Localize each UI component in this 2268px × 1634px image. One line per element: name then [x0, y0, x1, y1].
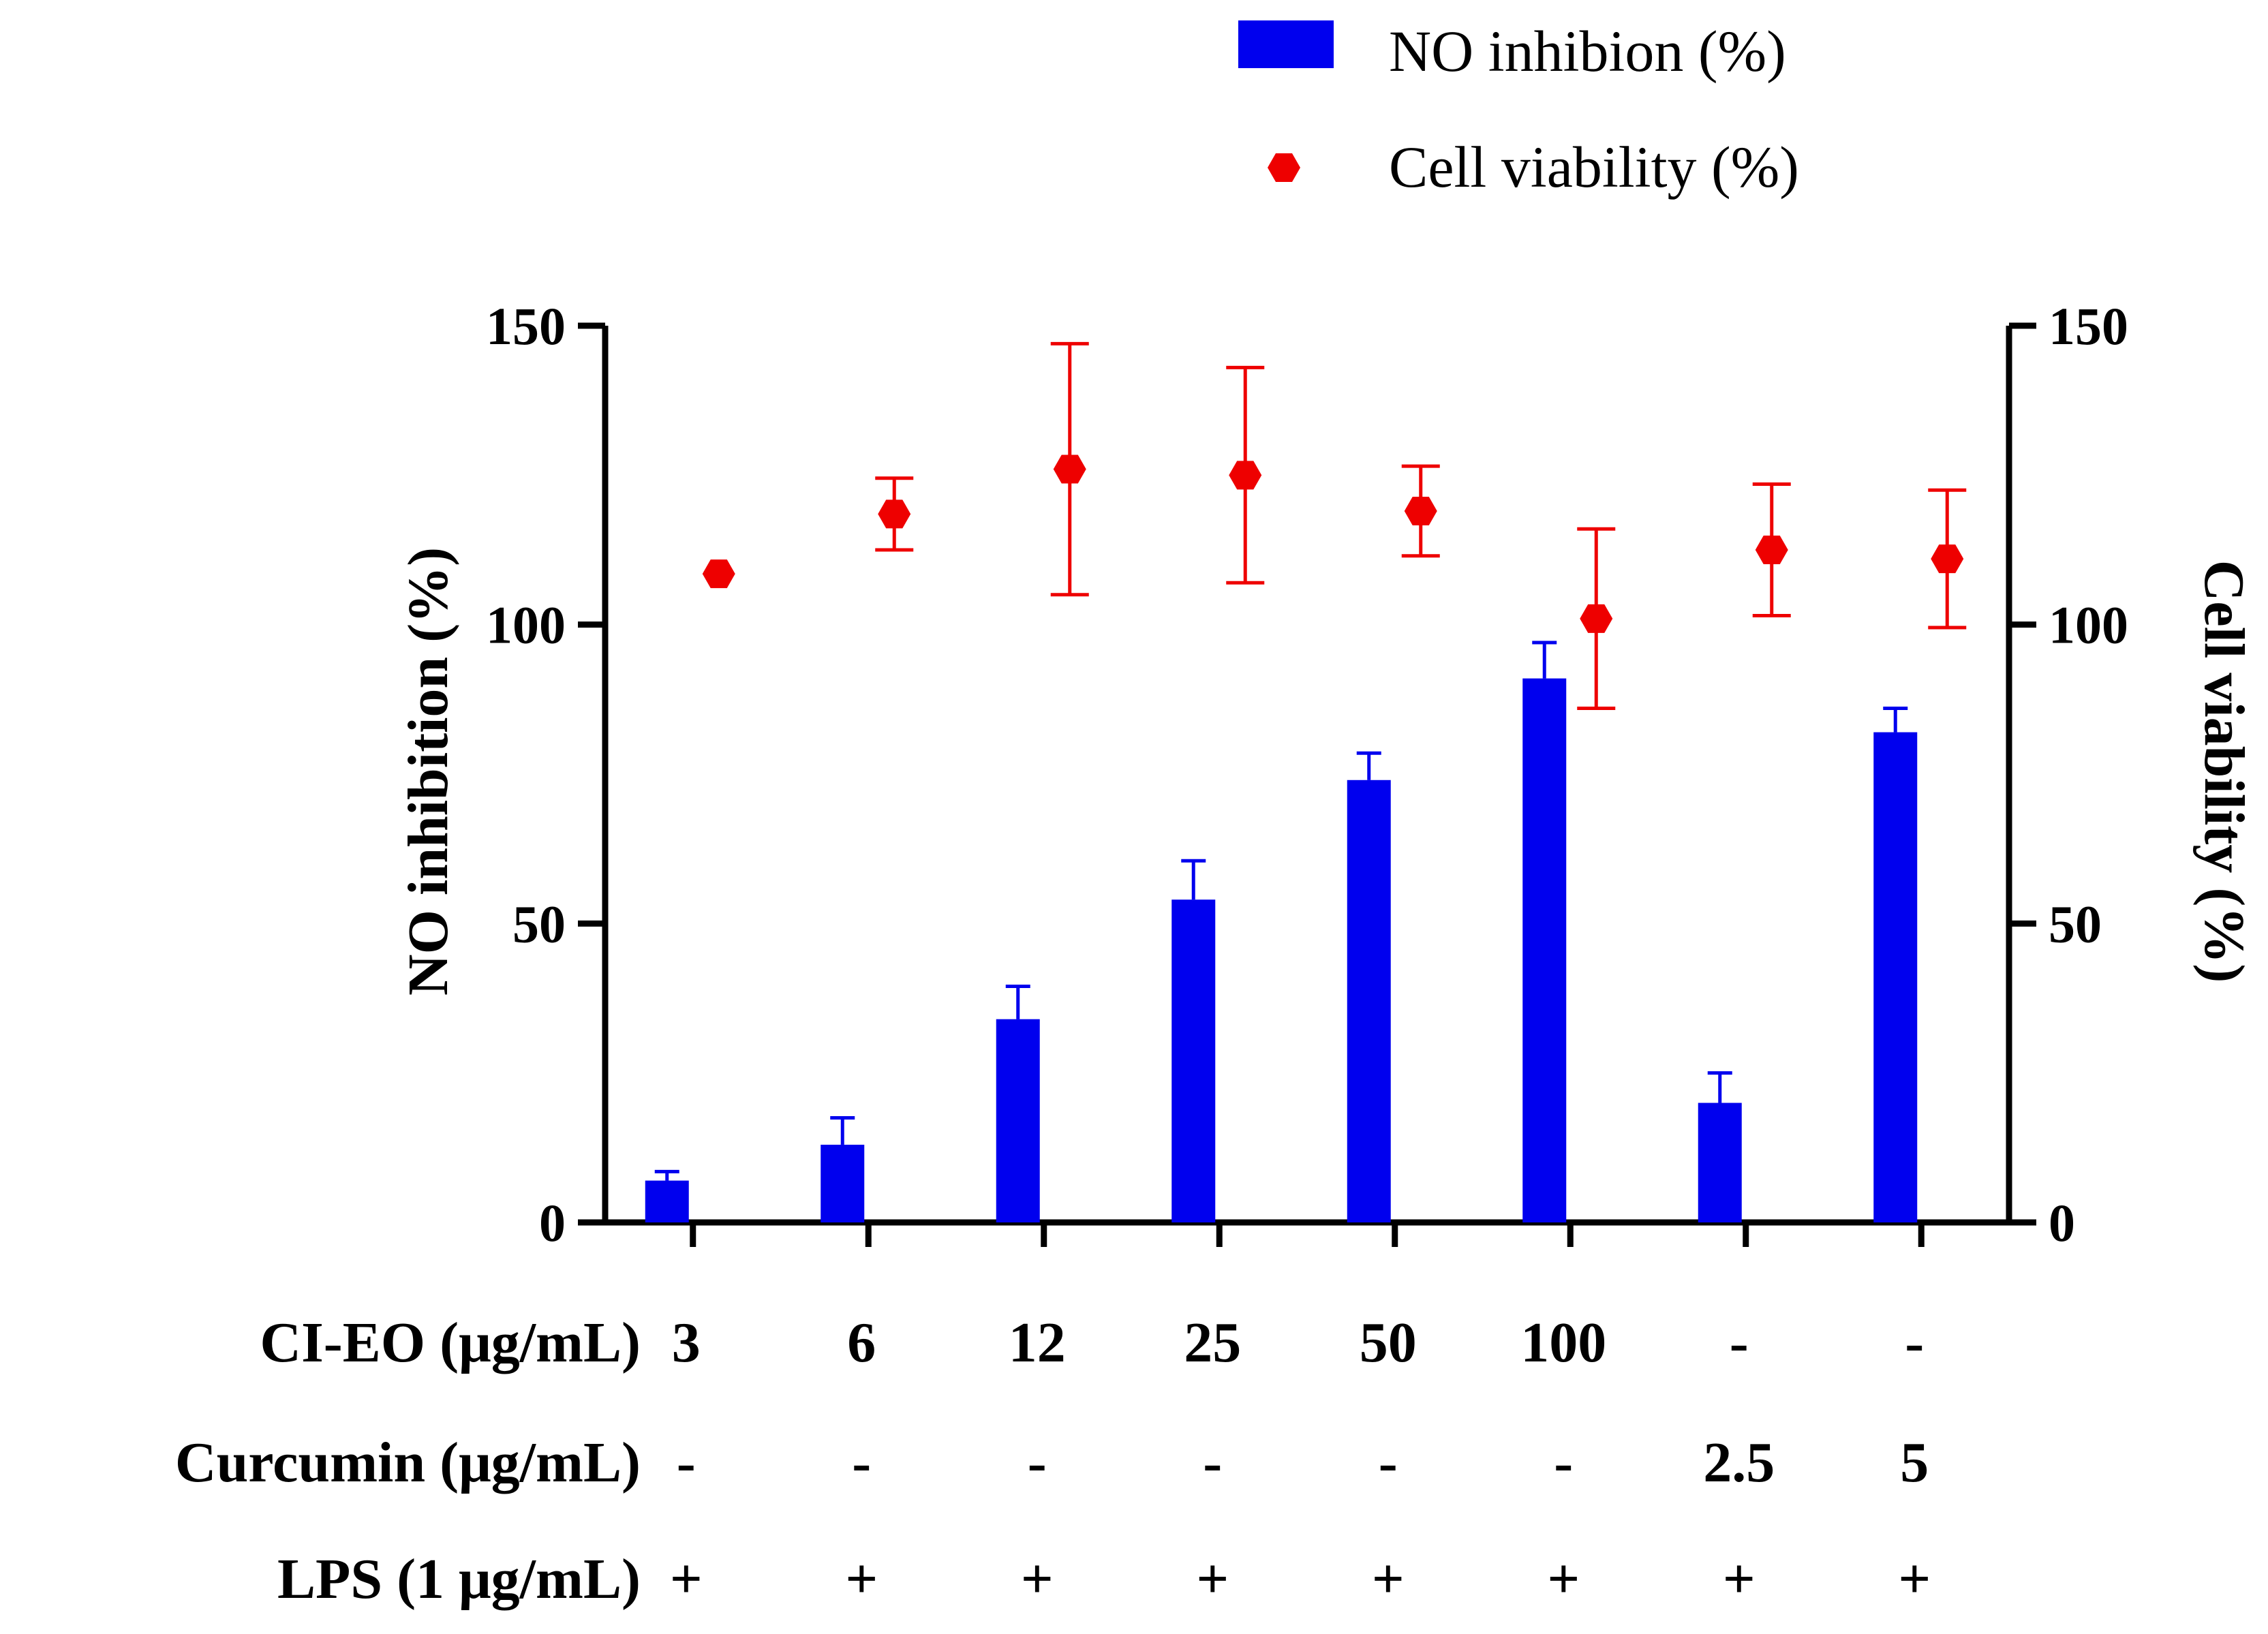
- treatment-value: -: [1554, 1431, 1573, 1494]
- treatment-value: 25: [1184, 1311, 1241, 1374]
- left-tick-label: 100: [486, 596, 566, 655]
- treatment-value: 3: [672, 1311, 701, 1374]
- treatment-value: -: [852, 1431, 871, 1494]
- bar: [645, 1180, 689, 1222]
- legend: NO inhibion (%) Cell viability (%): [1238, 18, 1799, 200]
- treatment-value: +: [670, 1547, 703, 1611]
- treatment-value: 5: [1900, 1431, 1929, 1494]
- bar: [1522, 678, 1567, 1222]
- right-tick-label: 100: [2049, 596, 2128, 655]
- point-marker: [702, 559, 735, 589]
- treatment-value: 6: [847, 1311, 876, 1374]
- point-marker: [1931, 544, 1964, 574]
- legend-marker-cell-viability: [1268, 153, 1300, 182]
- bars: [645, 641, 1918, 1222]
- treatment-row-label: LPS (1 μg/mL): [277, 1547, 641, 1611]
- treatment-value: +: [1898, 1547, 1931, 1611]
- bar: [1873, 732, 1918, 1222]
- bar: [1171, 899, 1216, 1222]
- bar: [1698, 1103, 1742, 1222]
- treatment-value: 12: [1009, 1311, 1066, 1374]
- treatment-value: -: [1203, 1431, 1222, 1494]
- legend-label-cell-viability: Cell viability (%): [1389, 134, 1799, 200]
- treatment-value: 2.5: [1703, 1431, 1775, 1494]
- left-tick-label: 50: [512, 894, 566, 953]
- left-tick-label: 150: [486, 296, 566, 356]
- treatment-value: +: [1196, 1547, 1229, 1611]
- point-marker: [878, 499, 911, 529]
- treatment-value: -: [677, 1431, 696, 1494]
- treatment-row-label: CI-EO (μg/mL): [260, 1311, 641, 1374]
- bar: [821, 1144, 865, 1222]
- point-marker: [1580, 604, 1613, 633]
- legend-label-no-inhibition: NO inhibion (%): [1389, 18, 1786, 84]
- point-marker: [1404, 496, 1437, 525]
- treatment-value: 50: [1360, 1311, 1417, 1374]
- treatment-value: -: [1028, 1431, 1047, 1494]
- right-tick-label: 50: [2049, 894, 2102, 953]
- left-tick-label: 0: [539, 1193, 566, 1252]
- treatment-value: +: [1021, 1547, 1054, 1611]
- legend-swatch-no-inhibition: [1238, 20, 1334, 68]
- treatment-value: -: [1379, 1431, 1398, 1494]
- point-marker: [1053, 454, 1086, 484]
- right-tick-label: 0: [2049, 1193, 2075, 1252]
- points: [702, 341, 1967, 710]
- treatment-table: CI-EO (μg/mL) 3 6 12 25 50 100- -Curcumin (μg/m…: [175, 1311, 1931, 1611]
- treatment-row-label: Curcumin (μg/mL): [175, 1431, 641, 1494]
- treatment-value: -: [1730, 1311, 1749, 1374]
- bar: [1347, 780, 1391, 1222]
- treatment-value: +: [1547, 1547, 1580, 1611]
- treatment-value: +: [1372, 1547, 1405, 1611]
- left-axis-title: NO inhibition (%): [397, 547, 460, 996]
- point-marker: [1755, 536, 1788, 564]
- treatment-value: +: [845, 1547, 878, 1611]
- treatment-value: -: [1905, 1311, 1924, 1374]
- right-tick-label: 150: [2049, 296, 2128, 356]
- point-marker: [1229, 461, 1262, 490]
- right-axis-title: Cell viability (%): [2192, 560, 2256, 983]
- treatment-value: 100: [1520, 1311, 1606, 1374]
- treatment-value: +: [1723, 1547, 1756, 1611]
- bar: [996, 1019, 1040, 1222]
